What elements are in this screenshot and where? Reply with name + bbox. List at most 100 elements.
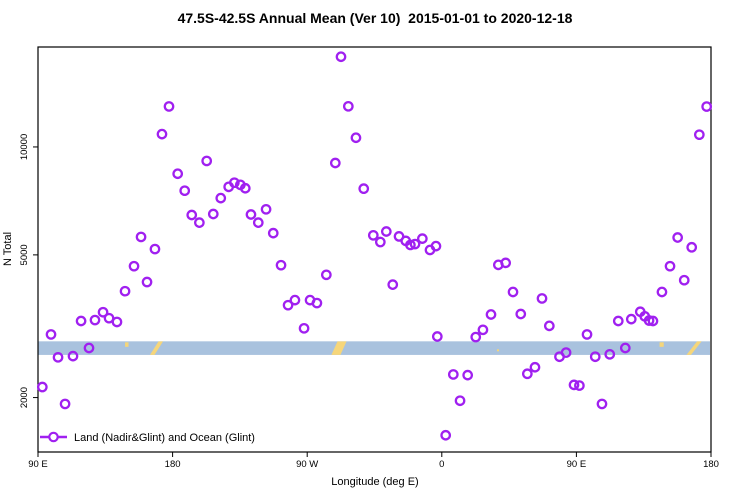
data-point	[447, 369, 459, 380]
data-point	[367, 229, 379, 241]
y-tick-label: 5000	[19, 244, 30, 265]
data-point	[430, 240, 442, 252]
y-axis: 2000 5000 10000	[19, 134, 38, 408]
legend-circle-marker	[48, 431, 59, 443]
data-point	[163, 101, 175, 112]
data-point	[275, 259, 287, 271]
data-point	[329, 157, 341, 169]
x-tick-label: 180	[703, 459, 719, 470]
x-tick-label: 0	[439, 459, 444, 470]
data-point	[431, 331, 443, 342]
data-point	[149, 243, 161, 255]
data-point	[500, 257, 512, 269]
data-point	[619, 342, 631, 354]
land-patch	[331, 341, 347, 355]
data-point	[612, 315, 624, 327]
land-patch	[125, 342, 129, 347]
plot-frame	[37, 46, 712, 453]
data-point	[470, 331, 482, 343]
data-point	[311, 297, 323, 309]
data-point	[574, 380, 585, 391]
data-point	[119, 285, 131, 297]
data-point	[186, 209, 198, 221]
data-point	[289, 294, 301, 306]
data-point	[515, 308, 527, 320]
land-patch	[496, 349, 499, 352]
x-tick-label: 90 E	[28, 459, 48, 470]
data-point	[454, 395, 466, 407]
land-patch	[659, 342, 664, 347]
data-point	[462, 369, 474, 381]
data-point	[387, 279, 399, 291]
data-point	[672, 232, 683, 243]
data-point	[207, 208, 219, 220]
data-point	[141, 276, 153, 288]
y-tick-label: 2000	[19, 387, 30, 408]
data-point	[643, 315, 655, 326]
data-point	[128, 260, 140, 272]
legend: Land (Nadir&Glint) and Ocean (Glint)	[40, 431, 255, 444]
data-point	[52, 351, 64, 363]
data-point	[664, 260, 676, 272]
data-point	[260, 203, 272, 215]
data-point	[172, 168, 184, 180]
data-point	[135, 231, 147, 243]
data-point	[536, 293, 548, 304]
data-point	[179, 185, 191, 197]
data-point	[581, 329, 593, 340]
data-point	[267, 227, 279, 239]
y-tick-label: 10000	[19, 134, 30, 160]
data-point	[59, 398, 71, 410]
x-tick-label: 90 E	[567, 459, 587, 470]
data-point	[625, 313, 637, 325]
data-point	[215, 192, 227, 204]
data-point	[156, 128, 168, 140]
data-point	[83, 342, 95, 354]
data-point	[440, 429, 452, 441]
x-tick-label: 90 W	[296, 459, 318, 470]
data-point	[529, 361, 541, 373]
data-point	[358, 183, 370, 195]
data-point	[543, 320, 555, 332]
data-point	[97, 306, 109, 318]
data-point	[45, 329, 57, 340]
data-point	[701, 101, 713, 112]
y-axis-title: N Total	[2, 232, 14, 266]
data-point	[485, 309, 497, 320]
data-point	[656, 286, 668, 298]
data-point	[647, 315, 659, 327]
data-point	[229, 177, 240, 189]
data-point	[507, 286, 519, 298]
data-point	[374, 236, 386, 248]
x-axis-title: Longitude (deg E)	[331, 476, 418, 488]
x-tick-label: 180	[165, 459, 181, 470]
legend-label: Land (Nadir&Glint) and Ocean (Glint)	[74, 432, 255, 444]
ocean-land-band	[38, 341, 710, 355]
data-point	[89, 314, 101, 326]
x-axis: 90 E 180 90 W 0 90 E 180	[28, 452, 719, 470]
data-point	[75, 315, 87, 327]
data-point	[350, 132, 362, 144]
data-point	[693, 129, 705, 141]
land-patch	[150, 341, 164, 355]
data-point	[111, 316, 123, 328]
data-point	[380, 226, 392, 237]
ocean-strip	[38, 341, 710, 355]
data-point	[298, 322, 310, 334]
data-point	[405, 239, 416, 251]
chart-title: 47.5S-42.5S Annual Mean (Ver 10) 2015-01…	[177, 10, 573, 26]
data-point	[604, 348, 616, 360]
data-point	[194, 217, 205, 228]
data-point	[335, 51, 347, 63]
data-point	[36, 381, 48, 393]
data-point	[201, 155, 213, 167]
data-point	[417, 233, 428, 244]
data-point	[342, 100, 354, 112]
data-point	[239, 182, 251, 194]
data-point	[596, 398, 608, 410]
data-point	[282, 299, 294, 311]
data-point	[409, 238, 421, 250]
data-point	[67, 350, 79, 362]
data-points	[36, 51, 713, 441]
